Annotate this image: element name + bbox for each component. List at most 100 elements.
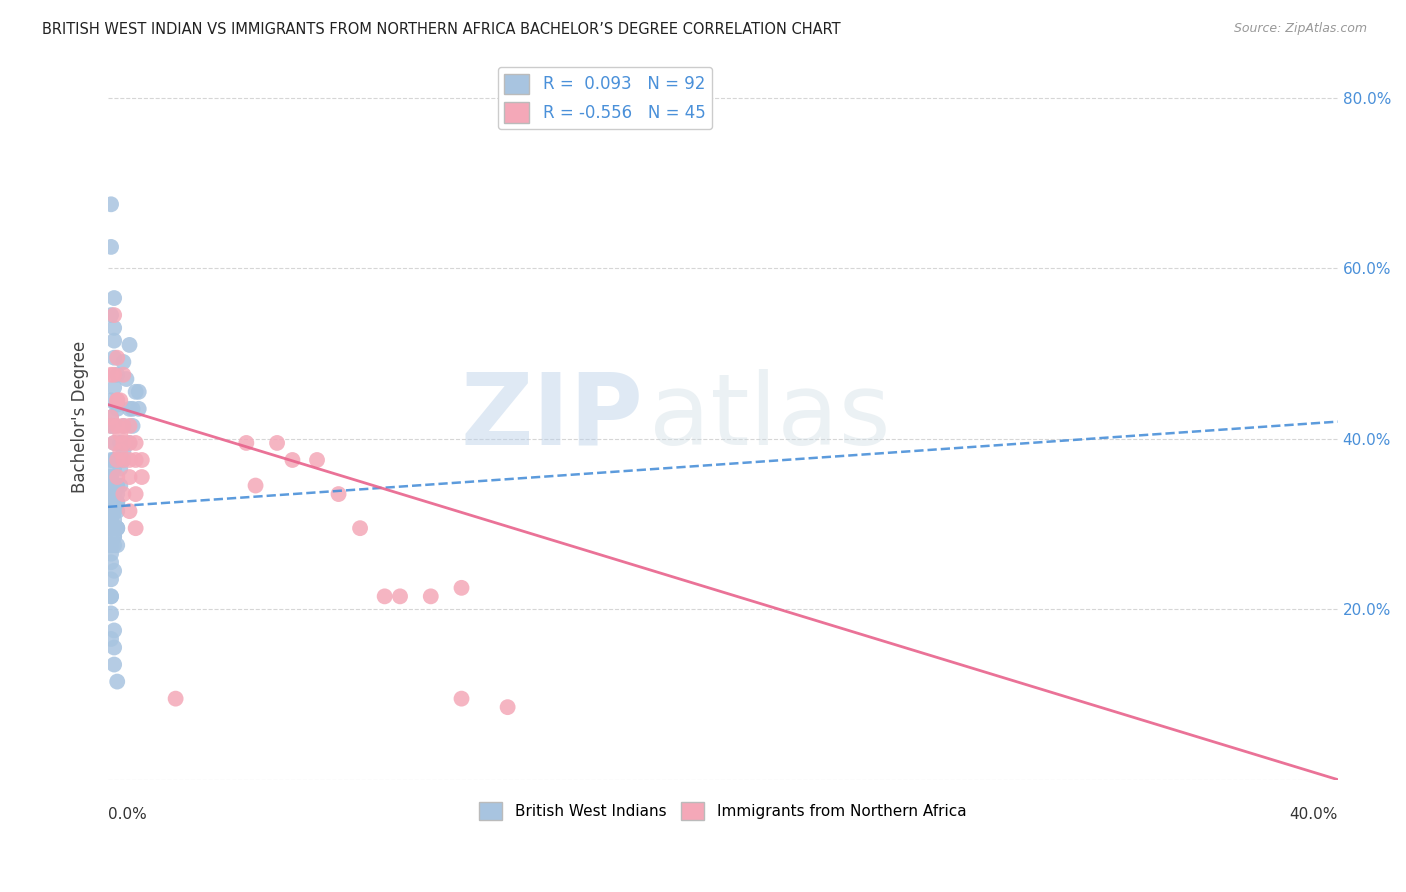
Point xyxy=(374,590,396,604)
Point xyxy=(105,521,128,535)
Point xyxy=(100,393,122,408)
Point xyxy=(100,478,122,492)
Point xyxy=(165,691,187,706)
Point xyxy=(110,444,132,458)
Point xyxy=(128,401,150,416)
Point xyxy=(103,513,125,527)
Point xyxy=(118,401,141,416)
Point xyxy=(100,590,122,604)
Point xyxy=(235,436,257,450)
Point xyxy=(419,590,441,604)
Point xyxy=(131,453,153,467)
Point xyxy=(305,453,328,467)
Point xyxy=(100,632,122,646)
Point xyxy=(100,555,122,569)
Point xyxy=(115,372,138,386)
Point xyxy=(103,564,125,578)
Point xyxy=(118,436,141,450)
Point xyxy=(103,351,125,365)
Point xyxy=(103,461,125,475)
Point xyxy=(450,691,472,706)
Point xyxy=(124,384,146,399)
Text: Source: ZipAtlas.com: Source: ZipAtlas.com xyxy=(1233,22,1367,36)
Point xyxy=(103,530,125,544)
Text: atlas: atlas xyxy=(650,369,890,466)
Point xyxy=(100,410,122,425)
Point xyxy=(349,521,371,535)
Point xyxy=(100,240,122,254)
Point xyxy=(100,607,122,621)
Point xyxy=(103,504,125,518)
Point xyxy=(100,590,122,604)
Point xyxy=(105,368,128,382)
Point xyxy=(105,453,128,467)
Point xyxy=(100,470,122,484)
Point xyxy=(105,398,128,412)
Point xyxy=(103,487,125,501)
Point xyxy=(103,487,125,501)
Point xyxy=(112,355,135,369)
Point xyxy=(105,674,128,689)
Point xyxy=(100,521,122,535)
Point xyxy=(100,504,122,518)
Point xyxy=(112,444,135,458)
Point xyxy=(100,470,122,484)
Point xyxy=(103,504,125,518)
Point xyxy=(103,538,125,552)
Point xyxy=(105,538,128,552)
Point xyxy=(105,453,128,467)
Point xyxy=(103,308,125,322)
Point xyxy=(100,410,122,425)
Point xyxy=(105,495,128,509)
Point xyxy=(100,572,122,586)
Point xyxy=(103,495,125,509)
Point xyxy=(100,308,122,322)
Point xyxy=(100,538,122,552)
Point xyxy=(131,470,153,484)
Point xyxy=(100,538,122,552)
Point xyxy=(105,453,128,467)
Point xyxy=(103,624,125,638)
Point xyxy=(100,547,122,561)
Text: 0.0%: 0.0% xyxy=(108,807,146,822)
Point xyxy=(103,436,125,450)
Point xyxy=(100,470,122,484)
Point xyxy=(118,418,141,433)
Point xyxy=(105,393,128,408)
Point xyxy=(103,453,125,467)
Point xyxy=(328,487,350,501)
Point xyxy=(112,418,135,433)
Point xyxy=(103,657,125,672)
Point xyxy=(105,401,128,416)
Point xyxy=(110,461,132,475)
Point xyxy=(118,504,141,518)
Point xyxy=(103,291,125,305)
Point xyxy=(103,530,125,544)
Point xyxy=(450,581,472,595)
Point xyxy=(103,487,125,501)
Point xyxy=(100,453,122,467)
Point xyxy=(103,380,125,394)
Point xyxy=(110,436,132,450)
Point xyxy=(110,478,132,492)
Point xyxy=(118,470,141,484)
Point xyxy=(124,521,146,535)
Point xyxy=(112,368,135,382)
Point xyxy=(112,487,135,501)
Point xyxy=(100,470,122,484)
Point xyxy=(100,475,122,489)
Point xyxy=(105,521,128,535)
Point xyxy=(124,453,146,467)
Point xyxy=(121,401,143,416)
Point xyxy=(118,338,141,352)
Point xyxy=(124,436,146,450)
Point xyxy=(100,418,122,433)
Point xyxy=(112,453,135,467)
Point xyxy=(100,470,122,484)
Point xyxy=(245,478,267,492)
Point xyxy=(112,453,135,467)
Point xyxy=(103,436,125,450)
Point xyxy=(103,418,125,433)
Point xyxy=(112,436,135,450)
Point xyxy=(103,321,125,335)
